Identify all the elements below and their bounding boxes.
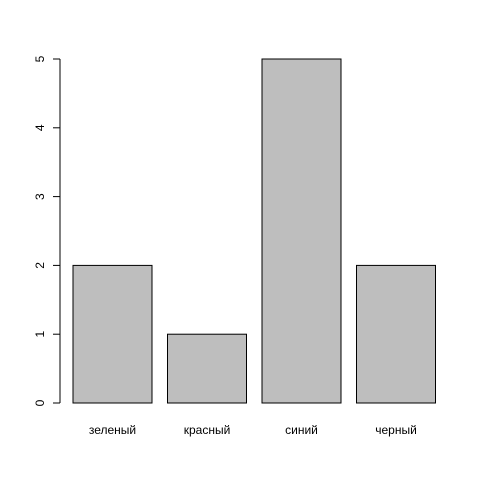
x-axis-labels: зеленый красный синий черный <box>89 423 417 437</box>
bar-1 <box>72 264 153 404</box>
y-tick-label: 1 <box>33 331 47 338</box>
bar-4 <box>356 264 436 404</box>
x-category-label: зеленый <box>89 423 136 437</box>
y-tick-label: 3 <box>33 193 47 200</box>
y-tick-label: 2 <box>33 262 47 269</box>
y-tick-label: 0 <box>33 399 47 406</box>
bars-group <box>72 58 436 404</box>
y-tick-label: 4 <box>33 124 47 131</box>
x-category-label: красный <box>184 423 231 437</box>
bar-3 <box>261 58 342 404</box>
x-category-label: синий <box>285 423 318 437</box>
bar-2 <box>167 333 247 404</box>
y-axis: 0 1 2 3 4 5 <box>33 55 61 406</box>
y-tick-label: 5 <box>33 55 47 62</box>
x-category-label: черный <box>375 423 417 437</box>
